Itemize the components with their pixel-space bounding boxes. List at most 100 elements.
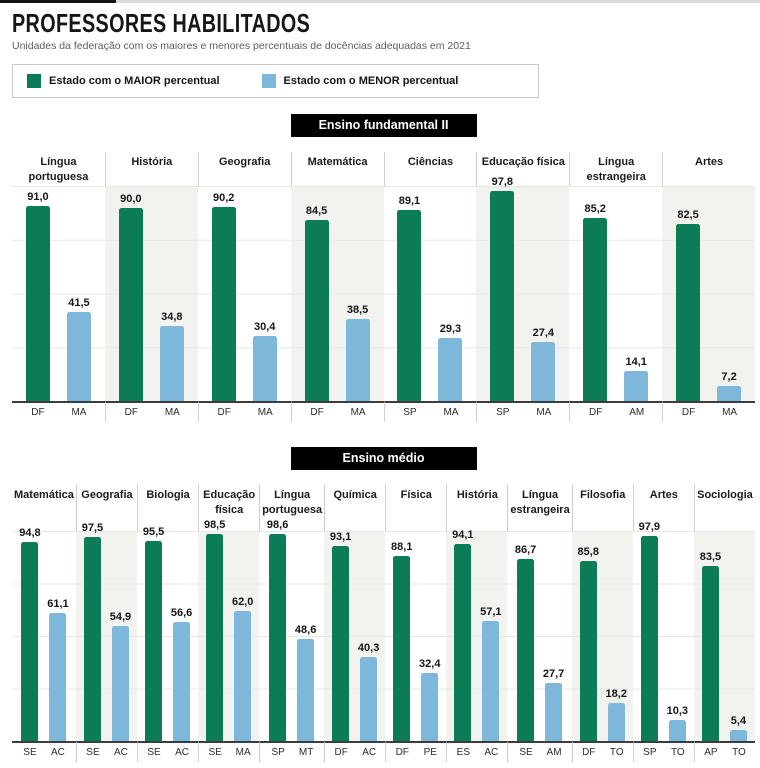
state-pair: SE AM [508, 747, 571, 758]
min-bar: 61,1 [47, 598, 69, 742]
max-color-swatch [27, 74, 41, 89]
max-bar: 91,0 [25, 191, 50, 402]
max-value-label: 91,0 [27, 190, 49, 203]
state-labels: DF MA [197, 401, 291, 423]
min-value-label: 32,4 [419, 658, 441, 671]
min-bar-slot: 62,0 [232, 531, 253, 742]
min-bar-slot: 27,4 [531, 186, 556, 402]
min-state-label: TO [670, 747, 685, 759]
bar-pair: 90,0 34,8 [105, 186, 198, 402]
bar-pair: 97,5 54,9 [76, 522, 137, 742]
chart: Matemática 94,8 61,1 SE AC Geografia 97,5 54,9 S… [12, 485, 755, 763]
min-state-label: AM [629, 407, 645, 419]
category-label: Química [324, 485, 385, 532]
state-pair: SE MA [199, 747, 259, 758]
page: PROFESSORES HABILITADOS Unidades da fede… [0, 3, 760, 768]
max-value-label: 88,1 [391, 541, 413, 554]
max-bar-slot: 98,5 [204, 519, 225, 742]
state-pair: DF MA [292, 407, 384, 418]
min-bar: 62,0 [232, 596, 253, 742]
max-bar-slot: 93,1 [330, 531, 351, 742]
section-header-wrap: Ensino fundamental II [12, 114, 755, 138]
max-state-label: SE [147, 747, 161, 759]
max-bar-slot: 91,0 [25, 186, 50, 402]
legend-item-max: Estado com o MAIOR percentual [27, 74, 220, 89]
category-label: Artes [632, 485, 694, 532]
category-label: Educação física [476, 152, 569, 187]
bar-pair: 94,8 61,1 [12, 527, 76, 742]
max-state-label: ES [456, 747, 471, 759]
bar-pair: 88,1 32,4 [385, 531, 446, 742]
plot-area: 90,2 30,4 [197, 186, 291, 402]
min-value-label: 30,4 [253, 320, 276, 333]
min-value-label: 56,6 [170, 607, 193, 620]
state-labels: DF TO [571, 741, 633, 763]
category-label: Geografia [197, 152, 291, 187]
max-value-label: 90,0 [120, 192, 142, 205]
state-pair: SE AC [12, 747, 76, 758]
max-bar: 98,5 [204, 519, 225, 742]
min-bar: 56,6 [171, 607, 192, 742]
max-state-label: SP [496, 407, 510, 419]
state-pair: ES AC [447, 747, 507, 758]
state-pair: SE AC [77, 747, 137, 758]
plot-area: 90,0 34,8 [104, 186, 198, 402]
top-divider [0, 0, 760, 3]
chart-column: Geografia 90,2 30,4 DF MA [197, 152, 291, 423]
min-bar: 18,2 [606, 688, 627, 742]
max-state-label: SP [643, 747, 657, 759]
min-value-label: 14,1 [625, 355, 647, 368]
min-state-label: AC [175, 747, 190, 759]
chart-column: Química 93,1 40,3 DF AC [324, 485, 386, 763]
min-state-label: AM [546, 747, 562, 759]
min-state-label: AC [362, 747, 377, 759]
min-bar: 27,4 [531, 327, 556, 402]
bar-pair: 86,7 27,7 [507, 531, 571, 742]
bar-pair: 93,1 40,3 [324, 531, 385, 742]
plot-area: 97,8 27,4 [476, 176, 570, 402]
chart-column: Língua estrangeira 86,7 27,7 SE AM [507, 485, 572, 763]
min-value-label: 27,4 [532, 327, 555, 340]
min-bar: 38,5 [345, 304, 370, 402]
min-bar: 34,8 [159, 311, 184, 402]
bar-pair: 98,6 48,6 [259, 519, 324, 742]
max-bar: 93,1 [330, 531, 351, 742]
category-label: Língua estrangeira [507, 485, 571, 532]
page-title: PROFESSORES HABILITADOS [12, 8, 311, 38]
min-value-label: 57,1 [480, 606, 502, 619]
min-value-label: 27,7 [542, 668, 565, 681]
chart-column: Filosofia 85,8 18,2 DF TO [571, 485, 633, 763]
max-state-label: DF [310, 407, 324, 419]
state-labels: SP TO [632, 741, 694, 763]
max-value-label: 86,7 [514, 544, 537, 557]
max-bar: 85,8 [578, 546, 599, 742]
max-bar-slot: 94,1 [452, 529, 474, 742]
min-bar-slot: 29,3 [438, 186, 463, 402]
min-bar: 5,4 [729, 715, 747, 742]
min-bar-slot: 56,6 [171, 531, 192, 742]
min-value-label: 61,1 [47, 598, 69, 610]
min-bar-slot: 5,4 [729, 531, 747, 742]
chart-column: Matemática 94,8 61,1 SE AC [12, 485, 76, 762]
min-color-swatch [261, 74, 276, 89]
max-value-label: 85,2 [584, 203, 606, 216]
category-label: História [446, 485, 507, 532]
min-state-label: MA [350, 407, 366, 419]
min-bar: 29,3 [438, 323, 463, 402]
state-labels: SE AC [75, 741, 138, 763]
section-title: Ensino fundamental II [290, 114, 477, 138]
max-value-label: 85,8 [577, 546, 599, 559]
max-bar-slot: 85,2 [583, 186, 608, 402]
category-label: Língua estrangeira [569, 152, 662, 187]
max-bar: 90,0 [118, 193, 143, 402]
min-state-label: MT [298, 747, 314, 759]
state-labels: SE AM [507, 741, 572, 763]
chart: Língua portuguesa 91,0 41,5 DF MA História 90,… [12, 152, 755, 423]
max-bar: 94,1 [452, 529, 474, 742]
max-value-label: 94,8 [19, 527, 41, 540]
state-labels: ES AC [446, 741, 508, 763]
plot-area: 85,8 18,2 [571, 531, 633, 742]
max-value-label: 82,5 [677, 208, 699, 221]
max-bar: 88,1 [391, 541, 412, 742]
min-value-label: 38,5 [346, 303, 369, 316]
